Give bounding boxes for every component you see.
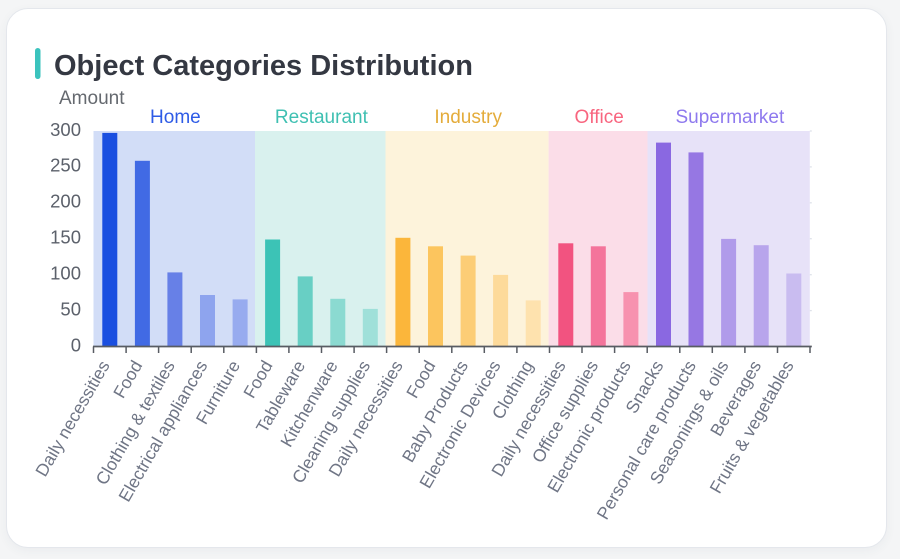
svg-text:Home: Home: [150, 107, 201, 128]
svg-text:Office: Office: [575, 107, 624, 128]
svg-text:50: 50: [60, 298, 81, 319]
svg-text:150: 150: [50, 227, 81, 248]
svg-text:0: 0: [71, 334, 81, 355]
svg-text:Amount: Amount: [59, 88, 125, 109]
svg-text:Industry: Industry: [434, 107, 502, 128]
svg-text:200: 200: [50, 191, 81, 212]
svg-text:100: 100: [50, 263, 81, 284]
svg-text:Restaurant: Restaurant: [275, 107, 369, 128]
svg-text:Object Categories Distribution: Object Categories Distribution: [54, 50, 473, 82]
svg-text:300: 300: [50, 119, 81, 140]
svg-text:250: 250: [50, 155, 81, 176]
svg-text:Supermarket: Supermarket: [676, 107, 785, 128]
